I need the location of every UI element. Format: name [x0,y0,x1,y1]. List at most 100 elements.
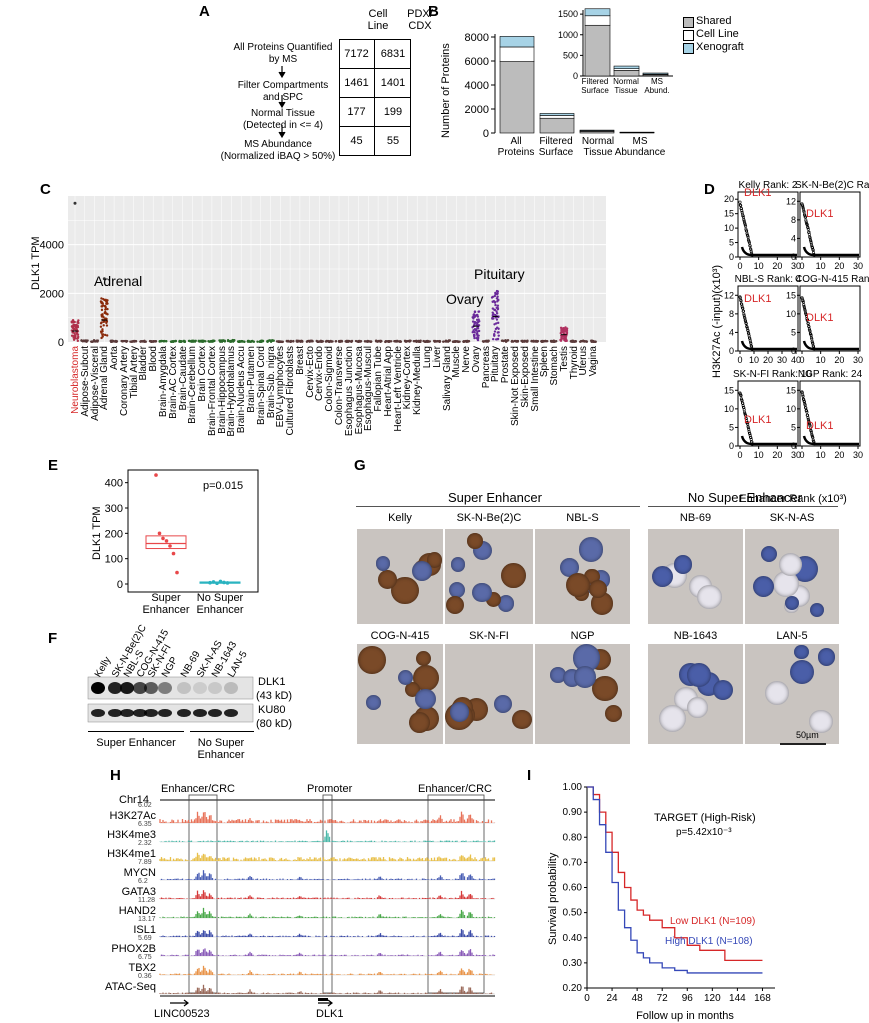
enhancer-point [809,240,813,244]
dlk1-label: DLK1 [806,208,834,220]
data-point [543,339,546,343]
row-label-ms-abundance: MS Abundance (Normalized iBAQ > 50%) [220,139,336,162]
cell-nucleus [511,709,532,730]
y-tick-label: 0.30 [563,958,583,969]
data-point [99,322,103,325]
cell-nucleus [366,694,381,710]
data-point [419,339,422,342]
sample-label: SK-N-Be(2)C [456,512,522,524]
ihc-image [445,529,533,624]
cell-nucleus [560,558,579,577]
outlier [102,277,106,281]
enhancer-point [806,417,810,421]
x-tick-label: 20 [763,355,773,365]
data-point [564,339,567,343]
inset-y-tick-label: 500 [563,50,578,60]
enhancer-point [739,299,743,303]
data-point [476,334,479,338]
data-point [105,321,108,325]
category-label: MS Abundance [614,136,666,158]
cell-nucleus [397,670,413,686]
x-tick-label: 30 [853,261,863,271]
x-tick-label: 10 [816,355,826,365]
data-point [105,324,109,327]
data-point [266,340,269,343]
x-tick-label: 96 [682,993,694,1004]
data-point [102,320,105,323]
data-point [456,340,459,343]
enhancer-point [744,414,748,418]
data-point [491,311,494,314]
data-point [106,307,109,311]
legend-low-dlk1: Low DLK1 (N=109) [670,916,756,927]
y-tick-label: 5 [791,422,796,432]
cell-nucleus [467,533,483,549]
data-point [140,340,144,343]
inset-category-label: Normal Tissue [613,77,639,95]
western-blot [87,676,254,723]
plot-title: NGP Rank: 24 [797,369,863,380]
enhancer-point [748,336,752,340]
enhancer-point [740,209,744,213]
y-tick-label: 15 [786,290,796,300]
data-point [495,292,499,296]
data-point [193,340,197,343]
data-point [510,340,513,343]
ihc-image [535,529,630,624]
enhancer-point [806,416,810,420]
sample-label: COG-N-415 [370,630,430,642]
track-label: PHOX2B [111,943,156,955]
cell-nucleus [550,667,566,683]
sample-label: SK-N-FI [469,630,509,642]
data-point [476,313,479,317]
enhancer-point [802,306,806,310]
data-point [237,340,240,343]
plot-frame [799,380,861,447]
y-tick-label: 0.90 [563,807,583,818]
data-point [497,299,500,302]
y-tick-label: 1.00 [563,782,583,793]
x-tick-label: 30 [853,450,863,460]
data-point [354,339,358,343]
data-point [436,340,439,343]
data-point [408,339,412,342]
cell-nucleus [764,680,789,705]
data-point [532,339,535,343]
data-point [222,580,226,585]
data-point [561,329,564,332]
data-point [210,339,213,343]
group-line [88,731,184,732]
enhancer-point [802,303,806,307]
x-tick-label: 30 [853,355,863,365]
data-point [495,318,499,321]
cell-nucleus [578,537,603,562]
cell-nucleus [605,705,623,723]
enhancer-point [801,207,805,211]
ihc-image [745,529,839,624]
track-label: HAND2 [118,905,156,917]
cell-nucleus [450,557,466,572]
data-point [473,336,476,340]
track-max: 7.89 [138,859,152,866]
chromosome-label: Chr14 [119,794,149,806]
data-point [114,339,118,343]
ihc-image [445,644,533,744]
data-point [490,296,494,299]
data-point [84,339,87,342]
group-label: No Super Enhancer [687,490,803,505]
enhancer-point [745,421,749,425]
data-point [162,339,166,343]
bar-xenograft [539,113,575,116]
table-divider [339,97,411,98]
data-point [73,334,76,338]
cell-nucleus [673,555,693,574]
region-label: Enhancer/CRC [418,783,492,795]
x-tick-label: 30 [791,261,801,271]
y-tick-label: 4 [729,327,734,337]
data-point [564,326,567,329]
x-tick-label: 0 [737,261,742,271]
data-point [104,317,107,320]
cell-value: 45 [350,135,363,147]
band-size-ku80: (80 kD) [256,718,293,730]
legend-label: Shared [696,15,732,27]
